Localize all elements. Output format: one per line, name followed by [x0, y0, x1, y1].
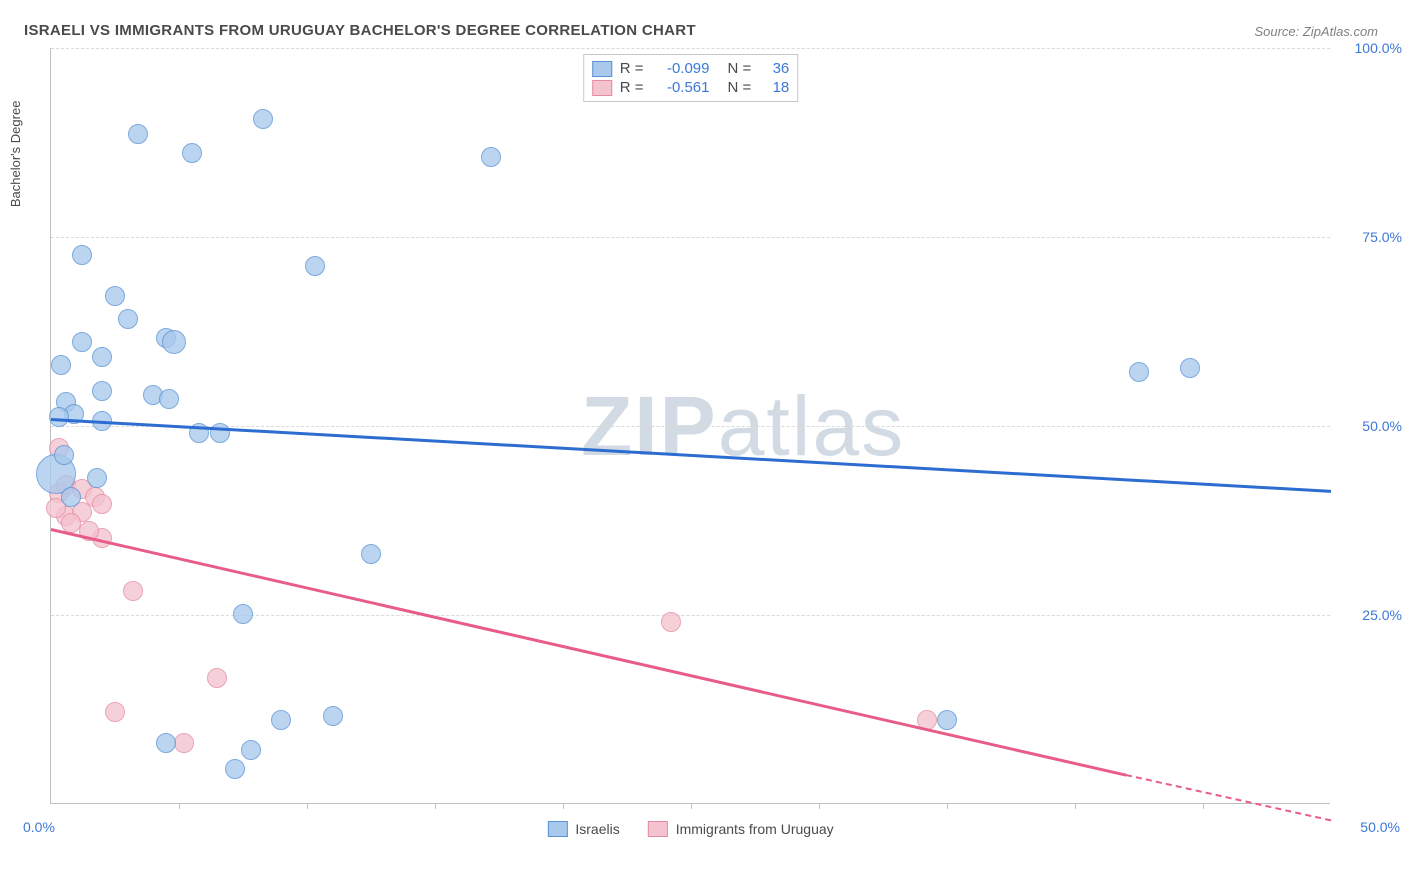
x-tick-max: 50.0%: [1360, 819, 1400, 835]
data-point-blue: [210, 423, 230, 443]
legend-item-pink: Immigrants from Uruguay: [648, 821, 834, 837]
series-legend: Israelis Immigrants from Uruguay: [547, 821, 833, 837]
data-point-blue: [305, 256, 325, 276]
legend-row-blue: R = -0.099 N = 36: [592, 59, 790, 78]
x-tick-mark: [1075, 803, 1076, 809]
data-point-blue: [105, 286, 125, 306]
correlation-legend: R = -0.099 N = 36 R = -0.561 N = 18: [583, 54, 799, 102]
data-point-blue: [128, 124, 148, 144]
data-point-blue: [61, 487, 81, 507]
data-point-blue: [92, 347, 112, 367]
legend-swatch: [547, 821, 567, 837]
data-point-blue: [241, 740, 261, 760]
data-point-blue: [361, 544, 381, 564]
x-tick-mark: [563, 803, 564, 809]
data-point-pink: [174, 733, 194, 753]
data-point-blue: [225, 759, 245, 779]
data-point-pink: [207, 668, 227, 688]
r-label: R =: [620, 60, 644, 77]
data-point-blue: [118, 309, 138, 329]
x-tick-mark: [691, 803, 692, 809]
data-point-blue: [156, 733, 176, 753]
x-tick-min: 0.0%: [23, 819, 55, 835]
data-point-blue: [233, 604, 253, 624]
data-point-blue: [72, 245, 92, 265]
data-point-blue: [54, 445, 74, 465]
data-point-blue: [323, 706, 343, 726]
n-value: 18: [761, 79, 789, 96]
y-axis-label: Bachelor's Degree: [8, 0, 23, 532]
data-point-blue: [271, 710, 291, 730]
data-point-blue: [72, 332, 92, 352]
x-tick-mark: [1203, 803, 1204, 809]
data-point-blue: [1129, 362, 1149, 382]
gridline: [51, 48, 1330, 49]
legend-swatch: [648, 821, 668, 837]
gridline: [51, 426, 1330, 427]
r-value: -0.099: [654, 60, 710, 77]
plot-area: ZIPatlas R =-0.099N =36R =-0.561N =18 0.…: [50, 48, 1330, 804]
data-point-blue: [481, 147, 501, 167]
legend-label: Israelis: [575, 821, 619, 837]
data-point-blue: [159, 389, 179, 409]
data-point-blue: [162, 330, 186, 354]
x-tick-mark: [819, 803, 820, 809]
r-label: R =: [620, 79, 644, 96]
x-tick-mark: [179, 803, 180, 809]
data-point-blue: [92, 381, 112, 401]
y-tick-label: 25.0%: [1338, 607, 1402, 623]
y-tick-label: 50.0%: [1338, 418, 1402, 434]
y-tick-label: 75.0%: [1338, 229, 1402, 245]
r-value: -0.561: [654, 79, 710, 96]
chart-title: ISRAELI VS IMMIGRANTS FROM URUGUAY BACHE…: [24, 22, 696, 39]
data-point-pink: [661, 612, 681, 632]
data-point-blue: [87, 468, 107, 488]
data-point-blue: [51, 355, 71, 375]
trendline-pink: [51, 528, 1127, 776]
y-tick-label: 100.0%: [1338, 40, 1402, 56]
legend-item-blue: Israelis: [547, 821, 619, 837]
legend-row-pink: R = -0.561 N = 18: [592, 78, 790, 97]
legend-swatch: [592, 80, 612, 96]
n-label: N =: [728, 60, 752, 77]
trendline-pink-extrapolated: [1126, 774, 1331, 821]
x-tick-mark: [947, 803, 948, 809]
data-point-pink: [92, 494, 112, 514]
source-attribution: Source: ZipAtlas.com: [1254, 24, 1378, 39]
data-point-blue: [937, 710, 957, 730]
data-point-blue: [253, 109, 273, 129]
data-point-pink: [105, 702, 125, 722]
n-value: 36: [761, 60, 789, 77]
x-tick-mark: [307, 803, 308, 809]
data-point-pink: [123, 581, 143, 601]
x-tick-mark: [435, 803, 436, 809]
n-label: N =: [728, 79, 752, 96]
gridline: [51, 237, 1330, 238]
data-point-blue: [182, 143, 202, 163]
legend-swatch: [592, 61, 612, 77]
legend-label: Immigrants from Uruguay: [676, 821, 834, 837]
trendline-blue: [51, 418, 1331, 492]
data-point-blue: [1180, 358, 1200, 378]
